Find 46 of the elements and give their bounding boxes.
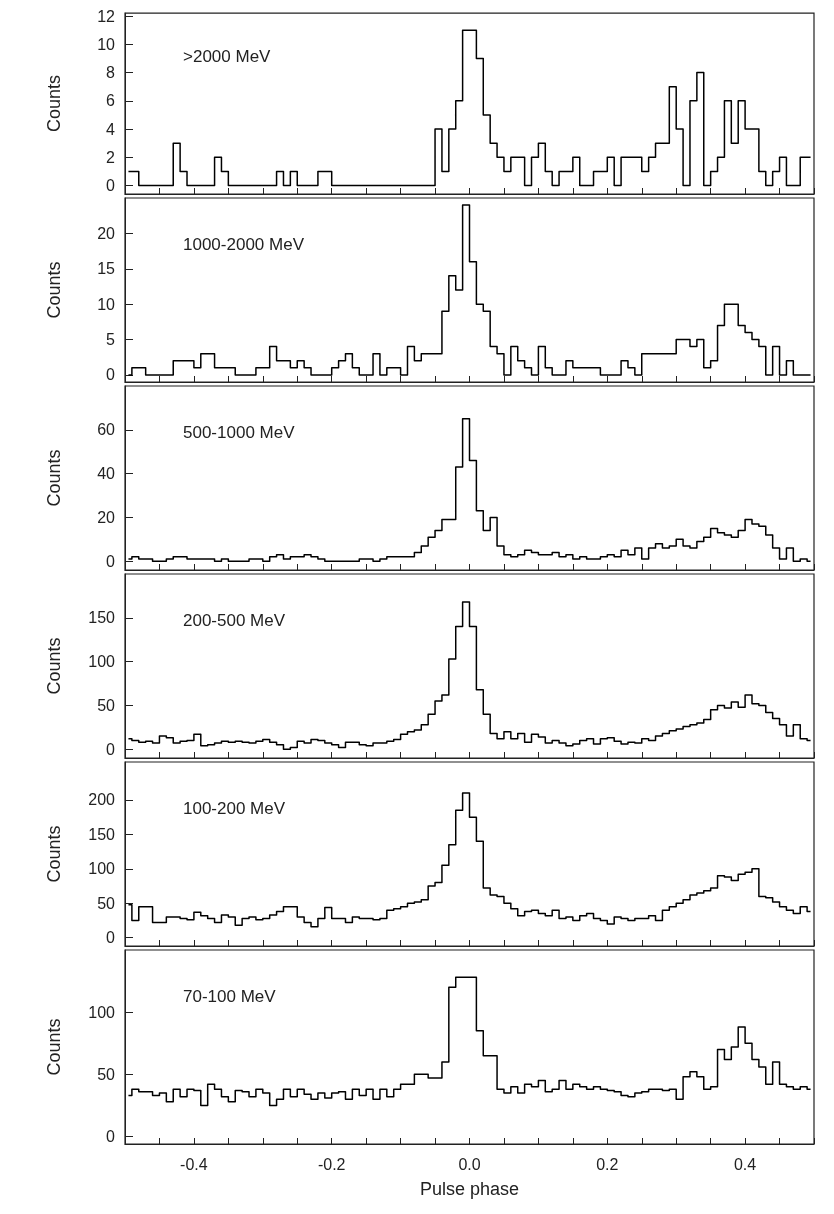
y-axis-title: Counts — [44, 1018, 64, 1076]
annotation: 70-100 MeV — [183, 987, 277, 1006]
y-tick-label: 0 — [106, 552, 116, 570]
y-tick-label: 60 — [97, 421, 116, 439]
y-tick-label: 100 — [88, 653, 116, 671]
x-tick-label: 0.0 — [458, 1155, 481, 1173]
x-axis-title: Pulse phase — [419, 1179, 520, 1199]
y-tick-label: 200 — [88, 791, 116, 809]
y-tick-label: 0 — [106, 177, 116, 195]
x-tick-label: -0.4 — [180, 1155, 208, 1173]
y-axis-title: Counts — [44, 261, 64, 319]
y-tick-label: 2 — [106, 148, 116, 166]
y-tick-label: 6 — [106, 92, 116, 110]
y-tick-label: 10 — [97, 295, 116, 313]
annotation: 1000-2000 MeV — [183, 235, 305, 254]
y-axis-title: Counts — [44, 637, 64, 695]
x-tick-label: 0.2 — [596, 1155, 619, 1173]
y-axis-title: Counts — [44, 449, 64, 507]
y-tick-label: 8 — [106, 64, 116, 82]
y-tick-label: 50 — [97, 1065, 116, 1083]
y-tick-label: 100 — [88, 1003, 116, 1021]
y-tick-label: 40 — [97, 465, 116, 483]
y-tick-label: 0 — [106, 740, 116, 758]
x-tick-label: 0.4 — [733, 1155, 757, 1173]
y-tick-label: 50 — [97, 894, 116, 912]
y-tick-label: 0 — [106, 366, 116, 384]
annotation: 500-1000 MeV — [183, 423, 296, 442]
y-tick-label: 0 — [106, 929, 116, 947]
y-tick-label: 50 — [97, 696, 116, 714]
y-tick-label: 100 — [88, 860, 116, 878]
y-axis-title: Counts — [44, 825, 64, 883]
y-tick-label: 10 — [97, 35, 116, 53]
y-tick-label: 150 — [88, 609, 116, 627]
y-axis-title: Counts — [44, 75, 64, 133]
y-tick-label: 150 — [88, 825, 116, 843]
y-tick-label: 15 — [97, 260, 116, 278]
x-tick-label: -0.2 — [317, 1155, 346, 1173]
annotation: 200-500 MeV — [183, 611, 286, 630]
annotation: >2000 MeV — [183, 47, 272, 66]
y-tick-label: 5 — [106, 331, 116, 349]
y-tick-label: 12 — [97, 7, 116, 25]
y-tick-label: 0 — [106, 1128, 116, 1146]
y-tick-label: 20 — [97, 224, 116, 242]
annotation: 100-200 MeV — [183, 799, 286, 818]
y-tick-label: 20 — [97, 508, 116, 526]
y-tick-label: 4 — [106, 120, 116, 138]
